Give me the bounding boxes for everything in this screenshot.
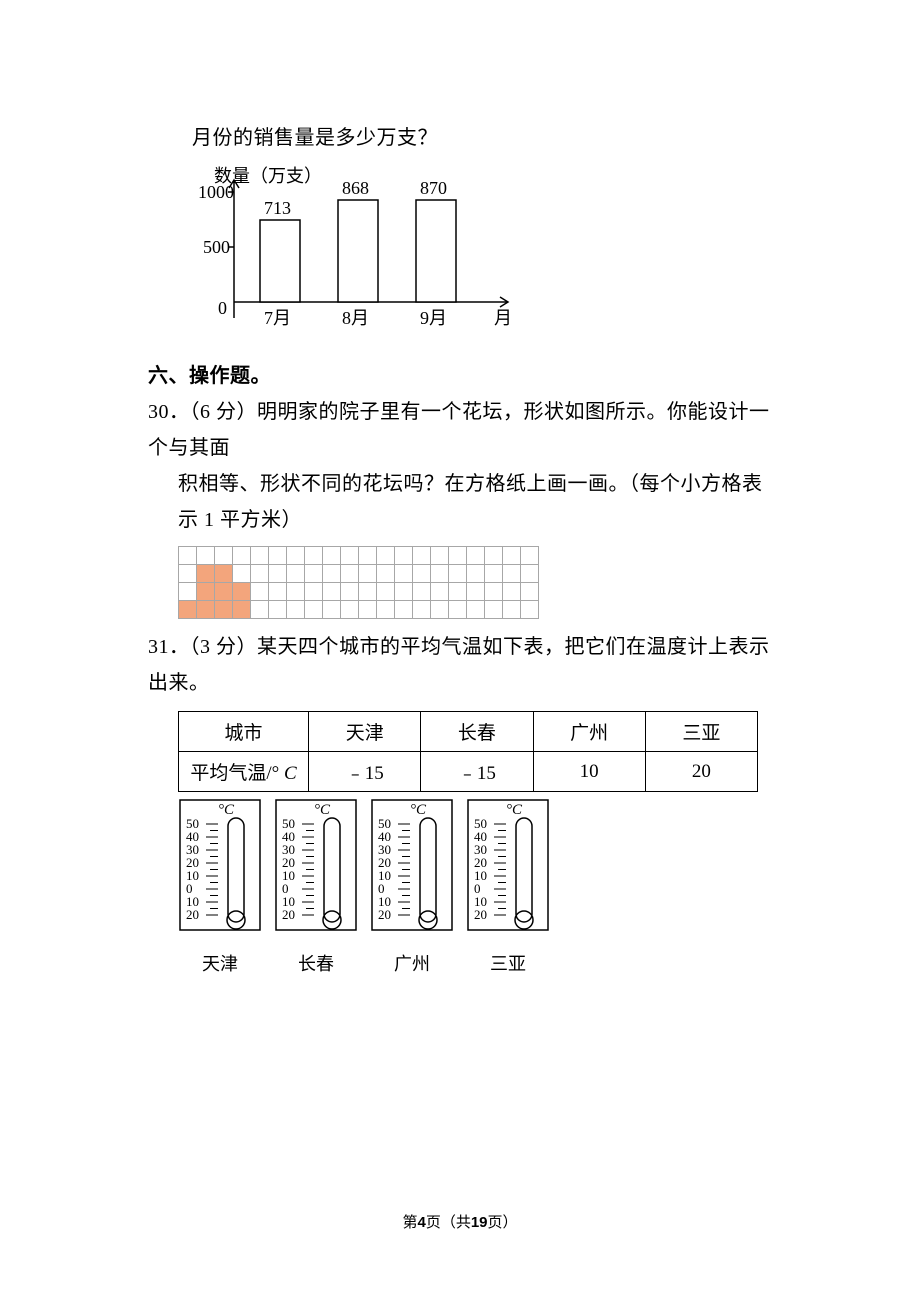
bar-val-0: 713 — [264, 198, 291, 218]
q30-line2: 积相等、形状不同的花坛吗？在方格纸上画一画。（每个小方格表示 1 平方米） — [148, 466, 772, 538]
footer-n: 4 — [417, 1214, 425, 1231]
svg-text:°C: °C — [218, 802, 235, 818]
footer-pre: 第 — [402, 1215, 417, 1231]
unit-prefix: 平均气温/° — [190, 763, 279, 784]
td-v2: 10 — [533, 752, 645, 792]
q31-prefix: 31．（3 分） — [148, 636, 257, 658]
unit-c: C — [284, 763, 297, 784]
th-city: 城市 — [179, 712, 309, 752]
th-unit: 平均气温/° C — [179, 752, 309, 792]
ytick-0: 0 — [218, 298, 227, 318]
thermometer: °C504030201001020长春 — [274, 798, 358, 976]
td-v1: ﹣15 — [421, 752, 533, 792]
thermometer: °C504030201001020广州 — [370, 798, 454, 976]
section-6-heading: 六、操作题。 — [148, 358, 772, 394]
svg-text:20: 20 — [186, 907, 199, 922]
q-continuation: 月份的销售量是多少万支？ — [148, 120, 772, 156]
q30-prefix: 30．（6 分） — [148, 401, 257, 423]
thermometer-city-label: 天津 — [178, 950, 262, 976]
svg-text:°C: °C — [410, 802, 427, 818]
thermometer-row: °C504030201001020天津°C504030201001020长春°C… — [178, 798, 772, 976]
bar-chart-ylabel: 数量（万支） — [214, 162, 322, 188]
th-c0: 天津 — [309, 712, 421, 752]
bar-xlabel-0: 7月 — [264, 308, 291, 328]
td-v0: ﹣15 — [309, 752, 421, 792]
grid-shape — [178, 546, 772, 619]
svg-text:°C: °C — [314, 802, 331, 818]
temperature-table: 城市 天津 长春 广州 三亚 平均气温/° C ﹣15 ﹣15 10 20 — [178, 711, 758, 792]
svg-text:°C: °C — [506, 802, 523, 818]
th-c2: 广州 — [533, 712, 645, 752]
q31-line: 31．（3 分）某天四个城市的平均气温如下表，把它们在温度计上表示出来。 — [148, 629, 772, 701]
footer-post: 页） — [488, 1215, 518, 1231]
bar-val-1: 868 — [342, 178, 369, 198]
th-c3: 三亚 — [645, 712, 757, 752]
ytick-500: 500 — [203, 237, 230, 257]
svg-text:20: 20 — [378, 907, 391, 922]
thermometer-city-label: 广州 — [370, 950, 454, 976]
thermometer-city-label: 三亚 — [466, 950, 550, 976]
th-c1: 长春 — [421, 712, 533, 752]
thermometer-city-label: 长春 — [274, 950, 358, 976]
bar-x-end: 月 — [494, 308, 512, 328]
bar-xlabel-1: 8月 — [342, 308, 369, 328]
page-footer: 第4页（共19页） — [0, 1211, 920, 1232]
thermometer: °C504030201001020三亚 — [466, 798, 550, 976]
bar-val-2: 870 — [420, 178, 447, 198]
svg-text:20: 20 — [474, 907, 487, 922]
bar-chart: 数量（万支） 1000 500 0 713 868 870 7月 8月 9月 月 — [198, 162, 538, 352]
svg-text:20: 20 — [282, 907, 295, 922]
bar-xlabel-2: 9月 — [420, 308, 447, 328]
footer-mid: 页（共 — [426, 1215, 471, 1231]
td-v3: 20 — [645, 752, 757, 792]
footer-total: 19 — [471, 1214, 488, 1231]
q30-line1: 30．（6 分）明明家的院子里有一个花坛，形状如图所示。你能设计一个与其面 — [148, 394, 772, 466]
thermometer: °C504030201001020天津 — [178, 798, 262, 976]
